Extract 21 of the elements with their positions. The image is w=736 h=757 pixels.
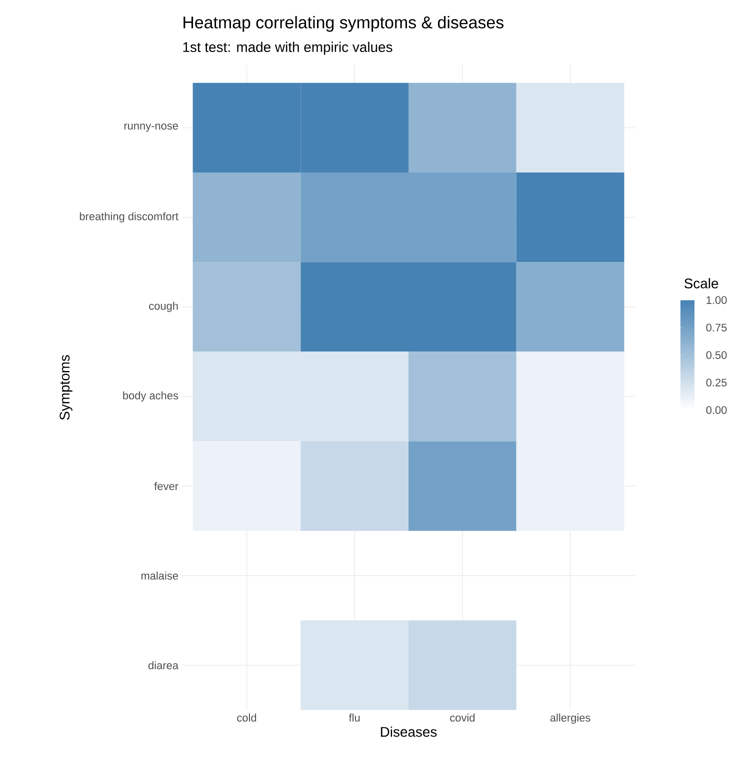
x-tick-label: flu (348, 714, 360, 722)
x-axis-title: Diseases (380, 726, 437, 737)
y-tick-label: runny-nose (124, 124, 178, 132)
y-axis-title: Symptoms (60, 355, 72, 420)
y-tick-label: breathing discomfort (80, 212, 178, 222)
y-tick-label: cough (149, 302, 178, 312)
y-tick-label: malaise (141, 572, 178, 580)
color-bar-label: 0.50 (706, 351, 727, 359)
color-bar-label: 0.00 (706, 406, 727, 414)
x-tick-label: allergies (550, 714, 590, 724)
chart-title: Heatmap correlating symptoms & diseases (184, 16, 504, 32)
y-tick-label: fever (154, 482, 178, 490)
color-bar-title: Scale (684, 278, 718, 288)
y-tick-label: body aches (123, 391, 178, 402)
color-bar-label: 0.25 (706, 378, 727, 386)
color-bar-label: 0.75 (706, 324, 727, 332)
y-tick-label: diarea (148, 661, 178, 670)
color-bar-label: 1.00 (706, 296, 727, 304)
x-tick-label: cold (237, 714, 256, 722)
chart-subtitle: 1st test: made with empiric values (183, 42, 392, 55)
x-tick-label: covid (450, 714, 475, 722)
